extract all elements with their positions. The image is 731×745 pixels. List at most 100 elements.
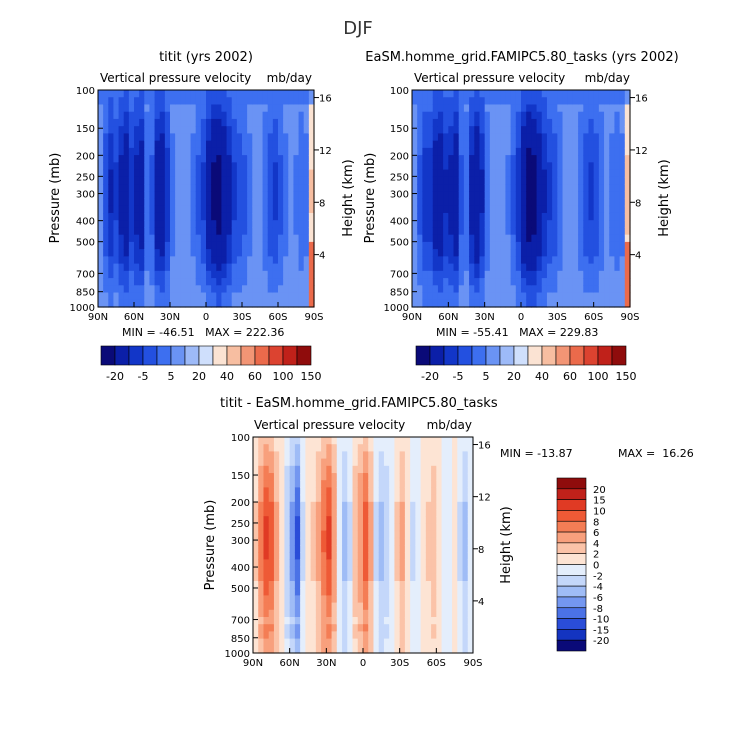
heatmap-cell [211,205,217,214]
heatmap-cell [123,162,130,171]
heatmap-cell [368,617,375,625]
heatmap-cell [289,617,296,625]
heatmap-cell [410,458,416,467]
heatmap-cell [242,162,248,171]
heatmap-cell [134,133,140,142]
heatmap-cell [293,90,300,98]
heatmap-cell [108,126,115,134]
heatmap-cell [604,241,610,250]
heatmap-cell [552,270,558,279]
heatmap-cell [443,191,449,200]
heatmap-cell [484,169,491,178]
heatmap-cell [139,234,145,243]
heatmap-cell [272,184,279,192]
heatmap-cell [448,234,455,243]
heatmap-cell [521,191,527,200]
heatmap-cell [609,299,616,308]
heatmap-cell [541,263,548,272]
heatmap-cell [432,126,439,134]
heatmap-cell [283,263,289,272]
heatmap-cell [479,278,486,286]
heatmap-cell [293,118,300,127]
heatmap-cell [164,111,171,120]
heatmap-cell [154,212,161,221]
heatmap-cell [378,530,385,539]
heatmap-cell [315,487,322,496]
heatmap-cell [484,278,491,286]
heatmap-cell [572,256,579,265]
heatmap-cell [446,437,453,445]
heatmap-cell [448,292,455,301]
heatmap-cell [572,118,579,127]
heatmap-cell [437,104,444,113]
heatmap-cell [443,270,449,279]
heatmap-cell [357,473,364,481]
heatmap-cell [175,227,181,236]
heatmap-cell [399,624,406,632]
heatmap-cell [175,263,181,272]
heatmap-cell [557,118,564,127]
heatmap-cell [293,111,300,120]
heatmap-cell [378,509,385,517]
heatmap-cell [489,104,496,113]
heatmap-cell [221,241,228,250]
heatmap-cell [363,501,369,510]
heatmap-cell [294,631,301,640]
heatmap-cell [467,516,474,524]
heatmap-cell [242,126,248,134]
heatmap-cell [443,147,449,156]
y-tick-label: 150 [390,124,409,135]
colorbar-label: -10 [593,615,609,626]
heatmap-cell [457,523,464,532]
heatmap-cell [185,97,192,106]
heatmap-cell [185,126,192,134]
heatmap-cell [305,444,312,452]
heatmap-cell [139,256,145,265]
heatmap-cell [389,645,396,654]
heatmap-cell [373,487,380,496]
heatmap-cell [452,509,458,517]
heatmap-cell [231,263,238,272]
heatmap-cell [226,249,233,257]
heatmap-cell [321,480,327,488]
heatmap-cell [134,90,140,98]
heatmap-cell [572,220,579,229]
heatmap-cell [123,205,130,214]
heatmap-cell [624,241,631,250]
heatmap-cell [154,90,161,98]
heatmap-cell [211,278,217,286]
heatmap-cell [185,155,192,163]
colorbar-label: 8 [593,517,599,528]
heatmap-cell [294,595,301,604]
heatmap-cell [268,480,275,488]
heatmap-cell [541,198,548,207]
heatmap-cell [436,487,443,496]
heatmap-cell [211,133,217,142]
heatmap-cell [206,90,212,98]
heatmap-cell [273,545,280,553]
heatmap-cell [404,595,411,604]
heatmap-cell [389,465,396,474]
heatmap-cell [303,191,310,200]
heatmap-cell [293,97,300,106]
heatmap-cell [422,184,429,192]
heatmap-cell [308,140,315,149]
heatmap-cell [288,270,295,279]
heatmap-cell [417,140,423,149]
heatmap-cell [128,162,135,171]
heatmap-cell [308,118,315,127]
heatmap-cell [347,566,354,575]
heatmap-cell [436,537,443,546]
heatmap-cell [436,516,443,524]
heatmap-cell [336,437,343,445]
heatmap-cell [268,552,275,560]
heatmap-cell [294,465,301,474]
heatmap-cell [352,588,359,596]
heatmap-cell [288,278,295,286]
heatmap-cell [598,270,605,279]
heatmap-cell [185,147,192,156]
heatmap-cell [463,111,470,120]
heatmap-cell [289,458,296,467]
heatmap-cell [457,581,464,589]
heatmap-cell [489,126,496,134]
